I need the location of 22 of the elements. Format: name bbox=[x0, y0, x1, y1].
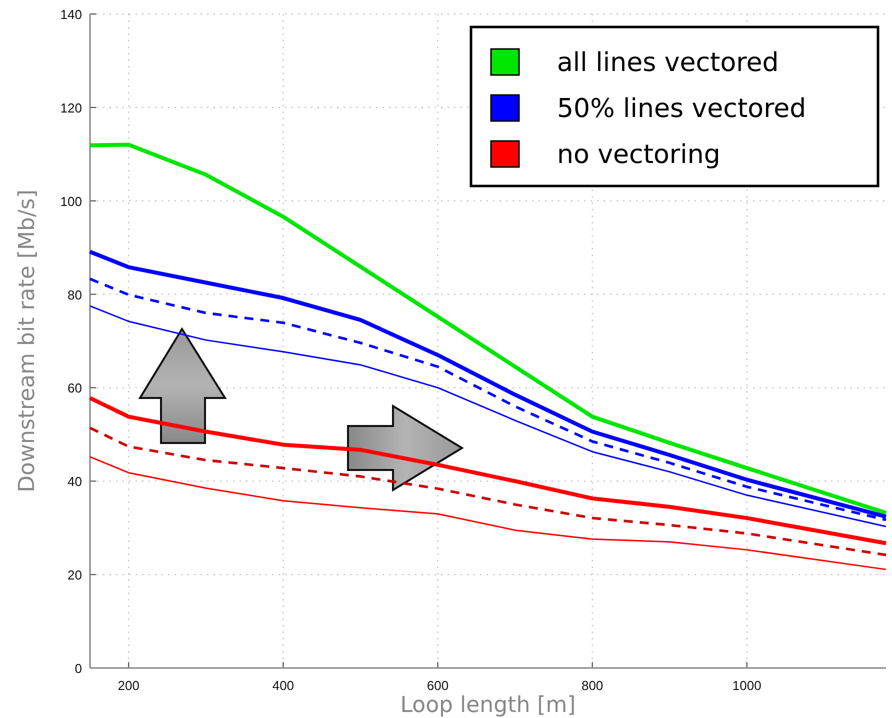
y-tick-label: 0 bbox=[74, 661, 82, 676]
x-axis-title: Loop length [m] bbox=[400, 693, 576, 718]
x-tick-label: 800 bbox=[581, 678, 604, 693]
line-series bbox=[88, 396, 888, 546]
legend-label: no vectoring bbox=[557, 140, 720, 170]
line-series bbox=[88, 142, 888, 515]
x-tick-label: 400 bbox=[272, 678, 294, 693]
legend-label: all lines vectored bbox=[557, 48, 779, 78]
x-tick-label: 1000 bbox=[732, 678, 762, 693]
line-series bbox=[89, 456, 887, 570]
y-tick-label: 140 bbox=[60, 7, 82, 22]
x-tick-label: 600 bbox=[426, 678, 449, 693]
y-tick-label: 120 bbox=[60, 100, 82, 116]
y-tick-label: 20 bbox=[68, 568, 82, 583]
y-axis-title: Downstream bit rate [Mb/s] bbox=[15, 190, 40, 492]
y-tick-label: 100 bbox=[60, 194, 82, 209]
legend-label: 50% lines vectored bbox=[557, 94, 806, 124]
line-series bbox=[88, 426, 888, 556]
x-tick-label: 200 bbox=[118, 678, 140, 693]
y-tick-label: 40 bbox=[68, 474, 82, 490]
y-tick-label: 80 bbox=[68, 287, 82, 302]
y-tick-label: 60 bbox=[68, 380, 82, 396]
